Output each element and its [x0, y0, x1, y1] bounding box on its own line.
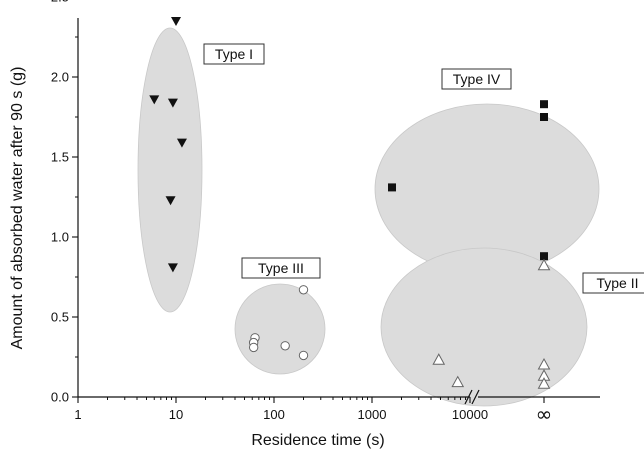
group-labels: Type I Type III Type IV Type II: [203, 43, 644, 294]
data-points: [149, 17, 551, 389]
y-tick-label: 0.5: [51, 310, 69, 325]
data-point: [537, 377, 551, 389]
data-point: [298, 350, 309, 361]
y-tick-label: 0.0: [51, 390, 69, 405]
group-label: Type III: [241, 257, 321, 279]
y-tick-label: 2.0: [51, 70, 69, 85]
group-label: Type I: [203, 43, 265, 65]
x-tick-label: 10000: [452, 407, 488, 422]
group-label-box: [582, 272, 644, 294]
y-tick-label: 1.0: [51, 230, 69, 245]
data-point: [537, 258, 551, 271]
region-type-iii: [234, 283, 326, 375]
x-tick-label: 1: [74, 407, 81, 422]
x-tick-label: 10: [169, 407, 183, 422]
data-point: [149, 95, 160, 105]
y-axis-title: Amount of absorbed water after 90 s (g): [9, 67, 26, 350]
group-label: Type II: [582, 272, 644, 294]
group-label-text: Type II: [596, 275, 638, 291]
y-tick-label: 2.5: [51, 0, 69, 5]
data-point: [540, 113, 548, 121]
data-point: [171, 17, 181, 26]
group-label-text: Type III: [258, 260, 304, 276]
group-label-box: [441, 68, 512, 90]
data-point: [167, 263, 178, 273]
data-point: [388, 183, 397, 192]
x-tick-label: 100: [263, 407, 285, 422]
group-label-box: [203, 43, 265, 65]
data-point: [176, 138, 187, 148]
group-label-text: Type I: [215, 46, 253, 62]
group-label-text: Type IV: [453, 71, 501, 87]
region-type-ii: [380, 247, 588, 407]
data-point: [165, 196, 176, 206]
ticks: 1 10 100 1000 10000 0.0 0.5 1.0 1.5 2.0 2.5: [51, 0, 545, 422]
data-point: [167, 98, 178, 108]
data-point: [280, 341, 290, 351]
group-label: Type IV: [441, 68, 512, 90]
axis-break-icon: [464, 389, 480, 405]
data-point: [540, 100, 548, 109]
region-type-i: [137, 27, 203, 313]
x-tick-label: 1000: [358, 407, 387, 422]
y-tick-label: 1.5: [51, 150, 69, 165]
data-point: [432, 353, 446, 365]
data-point: [537, 357, 551, 370]
group-label-box: [241, 257, 321, 279]
data-point: [248, 342, 259, 353]
data-point: [298, 285, 309, 295]
group-regions: [137, 27, 600, 407]
x-infinity-label: ∞: [536, 402, 553, 426]
x-axis-title: Residence time (s): [251, 432, 384, 449]
data-point: [451, 375, 465, 388]
data-point: [540, 252, 548, 261]
